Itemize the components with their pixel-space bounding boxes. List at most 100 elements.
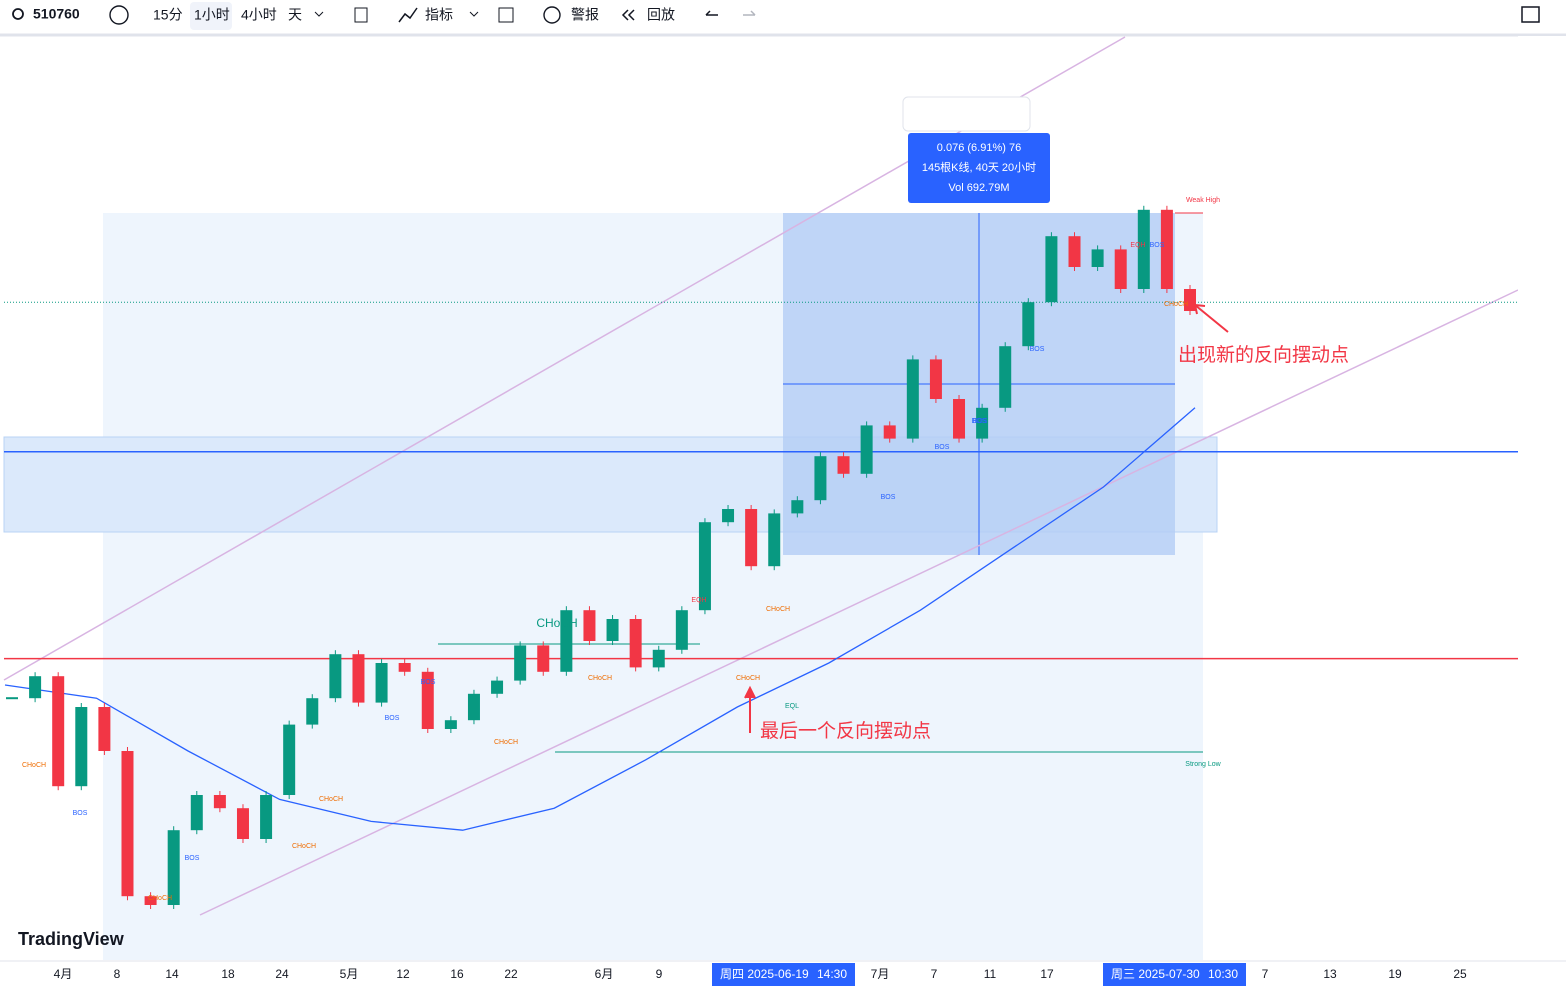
interval[interactable]: 1小时	[194, 7, 230, 23]
candle	[629, 619, 642, 668]
trendline	[199, 289, 1519, 916]
indicators-icon[interactable]	[398, 7, 418, 23]
candle	[860, 425, 873, 474]
measure-text: Vol 692.79M	[948, 182, 1009, 194]
candle	[837, 456, 850, 474]
candle	[999, 346, 1012, 408]
time-label: 17	[1040, 967, 1054, 981]
candle	[329, 654, 342, 699]
candle	[491, 680, 504, 694]
dropdown[interactable]	[469, 11, 479, 17]
crosshair-date-label: 周三 2025-07-30	[1111, 967, 1200, 981]
chart-type[interactable]	[354, 7, 368, 23]
dropdown[interactable]	[314, 11, 324, 17]
candle	[75, 707, 88, 787]
crosshair-date	[712, 963, 855, 986]
smc-label: CHoCH	[292, 843, 316, 850]
time-label: 22	[504, 967, 518, 981]
candle	[745, 509, 758, 567]
candle	[606, 619, 619, 641]
crosshair-date-label: 周四 2025-06-19	[720, 967, 809, 981]
candle	[1045, 236, 1058, 303]
smc-label: BOS	[1150, 242, 1165, 249]
candle	[375, 663, 388, 703]
crosshair-time-label: 10:30	[1208, 967, 1238, 981]
crosshair-time-label: 14:30	[817, 967, 847, 981]
layout-icon[interactable]	[498, 7, 514, 23]
candle	[976, 407, 989, 439]
time-label: 8	[114, 967, 121, 981]
alert[interactable]: 警报	[571, 7, 599, 23]
crosshair-date	[1103, 963, 1246, 986]
logo: TradingView	[18, 929, 125, 949]
candle	[398, 663, 411, 672]
time-label: 18	[221, 967, 235, 981]
candle	[1091, 249, 1104, 267]
interval[interactable]: 4小时	[241, 7, 277, 23]
time-label: 13	[1323, 967, 1337, 981]
undo[interactable]	[705, 10, 718, 16]
candle	[144, 896, 157, 905]
candle	[352, 654, 365, 703]
time-label: 9	[656, 967, 663, 981]
arrow	[1194, 304, 1229, 333]
smc-label: CHoCH	[536, 616, 577, 630]
smc-label: EQH	[1130, 242, 1145, 249]
candle	[236, 808, 249, 839]
redo[interactable]	[743, 10, 756, 16]
time-label: 7	[1262, 967, 1269, 981]
smc-label: CHoCH	[1164, 301, 1188, 308]
indicators[interactable]: 指标	[425, 7, 453, 23]
search-icon[interactable]	[12, 8, 24, 20]
time-label: 25	[1453, 967, 1467, 981]
candle	[906, 359, 919, 439]
time-label: 5月	[340, 967, 359, 981]
alert-icon[interactable]	[543, 6, 561, 24]
candle	[1160, 209, 1173, 289]
smc-label: EQL	[785, 703, 799, 710]
symbol[interactable]: 510760	[33, 6, 80, 22]
candle	[722, 509, 735, 523]
add-symbol[interactable]	[109, 5, 129, 25]
smc-label: BOS	[881, 494, 896, 501]
candle	[1184, 289, 1196, 311]
candle	[121, 751, 134, 897]
measure-text: 145根K线, 40天 20小时	[922, 160, 1036, 174]
candle	[444, 720, 457, 729]
toolbar	[0, 0, 1566, 34]
time-label: 16	[450, 967, 464, 981]
smc-label: Strong Low	[1185, 761, 1221, 768]
smc-label: BOS	[185, 855, 200, 862]
plot-area: CHoCH BOS CHoCH BOS BOS CHoCH BOS BOS CHoCH CHoCH…	[3, 36, 1519, 960]
fullscreen[interactable]	[1521, 6, 1540, 23]
smc-label: CHoCH	[22, 762, 46, 769]
interval[interactable]: 天	[288, 7, 302, 23]
candle	[560, 610, 573, 672]
smc-label: CHoCH	[736, 675, 760, 682]
floating-toolbar[interactable]	[902, 96, 1031, 132]
candle	[1068, 236, 1081, 267]
smc-label: BOS	[385, 715, 400, 722]
candle	[791, 500, 804, 514]
candle	[1022, 302, 1035, 347]
candle	[467, 693, 480, 721]
candle	[190, 795, 203, 831]
moving-average	[4, 407, 1196, 831]
candle	[29, 676, 42, 699]
replay-icon[interactable]	[621, 9, 635, 21]
replay[interactable]: 回放	[647, 7, 675, 23]
annotation: 最后一个反向摆动点	[760, 720, 931, 742]
smc-label: CHoCH	[766, 606, 790, 613]
interval[interactable]: 15分	[153, 7, 183, 23]
time-label: 14	[165, 967, 179, 981]
time-label: 12	[396, 967, 410, 981]
smc-label: CHoCH	[494, 739, 518, 746]
candle	[583, 610, 596, 641]
time-label: 7月	[871, 967, 890, 981]
candle	[675, 610, 688, 650]
candle	[514, 645, 527, 681]
candle	[652, 649, 665, 668]
candle	[698, 522, 711, 611]
price-axis	[1518, 36, 1566, 961]
